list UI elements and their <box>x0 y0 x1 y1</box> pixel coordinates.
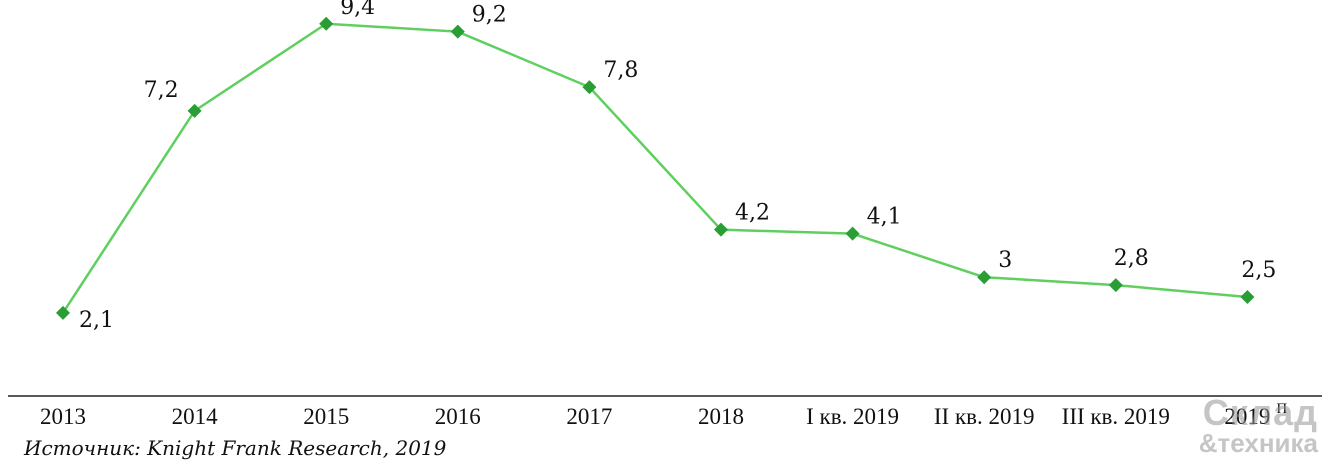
watermark-bottom: &техника <box>1198 428 1318 458</box>
x-tick-suffix: П <box>1276 401 1287 417</box>
data-point-marker <box>56 305 70 320</box>
watermark-logo: Склад &техника <box>1108 392 1322 468</box>
data-labels-group: 2,1 7,2 9,4 9,2 7,8 4,2 4,1 3 2,8 2,5 <box>79 0 1276 333</box>
data-point-marker <box>582 80 597 95</box>
x-tick-label: III кв. 2019 <box>1062 404 1170 429</box>
data-point-marker <box>714 222 728 237</box>
data-point-marker <box>1108 278 1123 293</box>
data-point-marker <box>187 103 202 118</box>
data-label: 2,5 <box>1241 258 1276 283</box>
data-label: 4,1 <box>867 205 902 230</box>
x-tick-label: 2013 <box>40 404 86 429</box>
x-tick-label: 2017 <box>566 404 612 429</box>
watermark-top: Склад <box>1202 392 1318 433</box>
data-label: 2,8 <box>1114 246 1149 271</box>
data-label: 9,2 <box>472 3 507 28</box>
x-tick-label: 2014 <box>172 404 219 429</box>
data-point-marker <box>845 226 860 241</box>
x-tick-label: 2019 <box>1224 404 1270 429</box>
x-tick-label: 2016 <box>435 404 481 429</box>
series-line <box>61 22 1248 314</box>
data-label: 3 <box>998 248 1012 273</box>
x-tick-label: II кв. 2019 <box>934 404 1035 429</box>
data-label: 2,1 <box>79 308 114 333</box>
x-tick-label: 2015 <box>303 404 349 429</box>
x-tick-label: 2018 <box>698 404 744 429</box>
data-label: 7,8 <box>603 58 638 83</box>
data-point-marker <box>1240 290 1255 304</box>
data-point-marker <box>450 24 465 39</box>
markers-group <box>56 16 1255 320</box>
data-point-marker <box>319 16 334 31</box>
data-label: 9,4 <box>340 0 375 20</box>
tick-labels-group: 2013 2014 2015 2016 2017 2018 I кв. 2019 II кв.… <box>40 401 1287 429</box>
source-note: Источник: Knight Frank Research, 2019 <box>24 436 447 460</box>
data-label: 4,2 <box>735 201 770 226</box>
x-tick-label: I кв. 2019 <box>806 404 899 429</box>
data-label: 7,2 <box>144 78 179 103</box>
data-point-marker <box>977 270 992 285</box>
line-chart: 2,17,29,4 9,27,84,2 4,13 2,8 2,5 2013 2014 201… <box>8 0 1322 429</box>
